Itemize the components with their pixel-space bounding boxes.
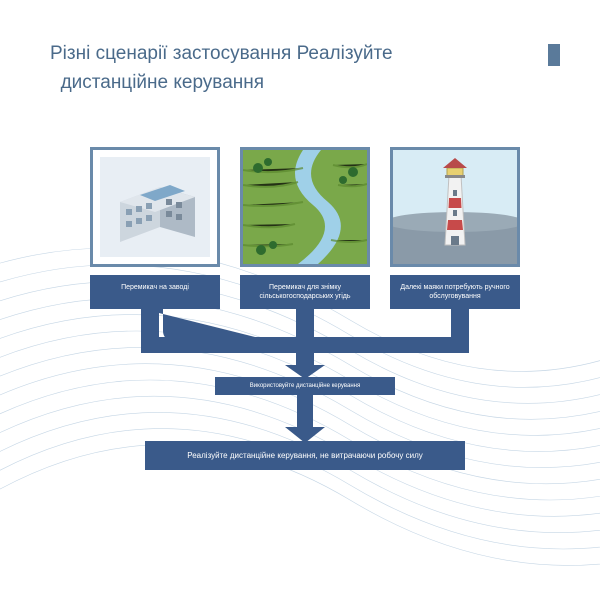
label-factory: Перемикач на заводі — [90, 275, 220, 309]
label-farmland: Перемикач для знімку сільськогосподарськ… — [240, 275, 370, 309]
label-lighthouse: Далекі маяки потребують ручного обслугов… — [390, 275, 520, 309]
title-line2: дистанційне керування — [61, 72, 264, 93]
flow-down-arrow — [275, 395, 335, 443]
title-line1: Різні сценарії застосування Реалізуйте — [50, 43, 393, 64]
factory-icon — [100, 157, 210, 257]
mid-label: Використовуйте дистанційне керування — [215, 377, 395, 395]
page-title: Різні сценарії застосування Реалізуйте д… — [50, 40, 538, 97]
scenario-cards — [50, 147, 560, 267]
lighthouse-icon — [393, 150, 517, 264]
bottom-label: Реалізуйте дистанційне керування, не вит… — [145, 441, 465, 470]
card-farmland — [240, 147, 370, 267]
title-row: Різні сценарії застосування Реалізуйте д… — [50, 40, 560, 97]
farmland-icon — [243, 150, 367, 264]
flow-converge — [85, 309, 525, 379]
title-accent-bar — [548, 44, 560, 66]
card-factory — [90, 147, 220, 267]
card-lighthouse — [390, 147, 520, 267]
scenario-labels: Перемикач на заводі Перемикач для знімку… — [50, 275, 560, 309]
